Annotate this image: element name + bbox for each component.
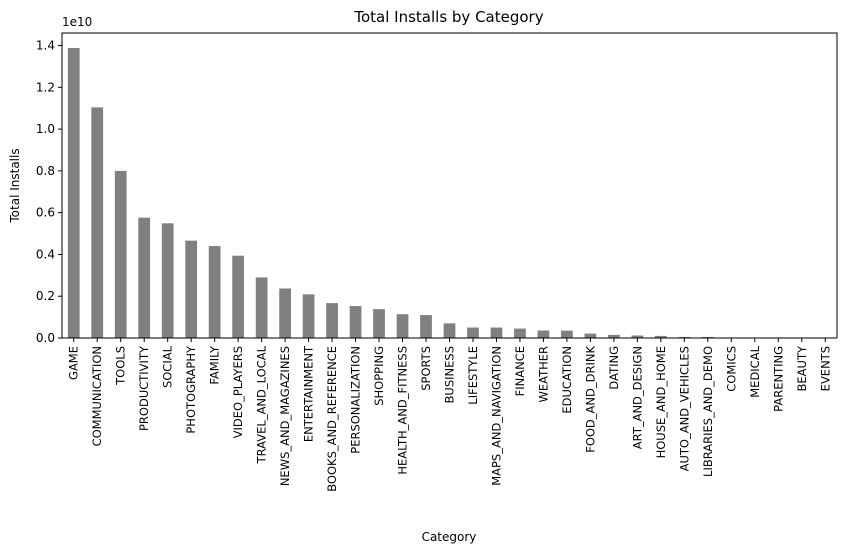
bar-weather <box>537 330 550 338</box>
bar-sports <box>420 315 432 338</box>
x-tick-label: ENTERTAINMENT <box>302 345 316 442</box>
x-tick-label: PRODUCTIVITY <box>137 345 151 431</box>
y-tick-label: 1.0 <box>36 122 55 136</box>
x-tick-label: NEWS_AND_MAGAZINES <box>278 346 292 486</box>
bar-photography <box>185 240 198 338</box>
bar-education <box>561 330 573 338</box>
x-tick-label: BEAUTY <box>795 345 809 391</box>
bar-entertainment <box>302 294 315 338</box>
x-tick-label: LIFESTYLE <box>466 346 480 405</box>
bar-social <box>161 223 174 338</box>
bar-dating <box>608 334 620 338</box>
bar-maps-and-navigation <box>490 327 503 338</box>
x-tick-label: PERSONALIZATION <box>349 346 363 454</box>
x-tick-label: SPORTS <box>419 346 433 391</box>
bar-travel-and-local <box>255 277 268 338</box>
x-tick-label: DATING <box>607 346 621 390</box>
bar-books-and-reference <box>326 303 338 338</box>
bar-food-and-drink <box>584 333 597 338</box>
bar-tools <box>114 170 127 338</box>
bars-group <box>67 48 832 338</box>
x-tick-label: GAME <box>67 346 81 380</box>
x-tick-label: SOCIAL <box>161 345 175 388</box>
x-tick-label: TOOLS <box>114 346 128 386</box>
bar-personalization <box>349 306 362 338</box>
x-tick-label: FOOD_AND_DRINK <box>583 346 597 453</box>
bar-communication <box>91 107 104 338</box>
x-tick-label: FINANCE <box>513 346 527 396</box>
x-tick-label: HEALTH_AND_FITNESS <box>396 346 410 475</box>
y-tick-label: 1.2 <box>36 80 55 94</box>
bar-libraries-and-demo <box>701 336 714 338</box>
y-tick-label: 1.4 <box>36 39 55 53</box>
y-tick-label: 0.6 <box>36 206 55 220</box>
x-tick-label: BOOKS_AND_REFERENCE <box>325 346 339 492</box>
x-tick-label: EVENTS <box>818 346 832 391</box>
y-ticks-group: 0.0 0.2 0.4 0.6 0.8 1.0 1.2 1.4 <box>36 39 62 345</box>
x-tick-label: SHOPPING <box>372 346 386 406</box>
x-tick-label: MAPS_AND_NAVIGATION <box>489 346 503 486</box>
x-tick-label: AUTO_AND_VEHICLES <box>677 346 691 471</box>
x-tick-label: COMMUNICATION <box>90 346 104 446</box>
bar-auto-and-vehicles <box>678 336 691 338</box>
chart-title: Total Installs by Category <box>353 8 543 26</box>
bar-lifestyle <box>467 327 479 338</box>
x-tick-label: COMICS <box>724 346 738 392</box>
x-tick-label: PHOTOGRAPHY <box>184 345 198 434</box>
x-tick-label: FAMILY <box>208 345 222 385</box>
y-tick-label: 0.2 <box>36 289 55 303</box>
x-tick-label: LIBRARIES_AND_DEMO <box>701 346 715 477</box>
x-tick-label: EDUCATION <box>560 346 574 414</box>
x-tick-label: TRAVEL_AND_LOCAL <box>255 345 269 464</box>
y-tick-label: 0.8 <box>36 164 55 178</box>
bar-business <box>443 323 456 338</box>
x-tick-label: MEDICAL <box>748 345 762 397</box>
x-tick-label: BUSINESS <box>443 346 457 403</box>
x-axis-label: Category <box>422 530 477 544</box>
bar-family <box>208 246 221 338</box>
bar-art-and-design <box>631 335 644 338</box>
y-axis-label: Total Installs <box>8 148 22 223</box>
bar-house-and-home <box>654 335 667 338</box>
bar-shopping <box>373 309 385 338</box>
bar-finance <box>514 328 526 338</box>
bar-video-players <box>232 255 245 338</box>
y-tick-label: 0.0 <box>36 331 55 345</box>
x-tick-label: VIDEO_PLAYERS <box>231 346 245 438</box>
axis-offset-label: 1e10 <box>62 15 92 29</box>
x-tick-label: HOUSE_AND_HOME <box>654 346 668 458</box>
x-tick-label: WEATHER <box>536 346 550 403</box>
x-ticks-group: GAME COMMUNICATION TOOLS PRODUCTIVITY SOCIAL… <box>67 338 832 492</box>
x-tick-label: PARENTING <box>771 346 785 412</box>
bar-news-and-magazines <box>279 288 291 338</box>
x-tick-label: ART_AND_DESIGN <box>630 346 644 449</box>
y-tick-label: 0.4 <box>36 247 55 261</box>
bar-productivity <box>138 217 151 338</box>
bar-game <box>67 48 80 338</box>
plot-frame <box>61 32 838 339</box>
bar-health-and-fitness <box>396 314 409 338</box>
